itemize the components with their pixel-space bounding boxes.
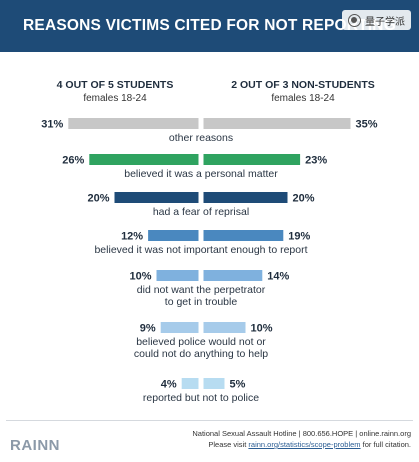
bar-right-0 [203, 118, 351, 129]
category-label-3: believed it was not important enough to … [94, 244, 307, 256]
chart-title: REASONS VICTIMS CITED FOR NOT REPORTING [23, 17, 396, 34]
value-label-left-6: 4% [161, 379, 177, 391]
wechat-icon [348, 13, 361, 27]
category-label-5-line-0: believed police would not or [136, 336, 266, 348]
bar-left-0 [68, 118, 199, 129]
footer-citation: National Sexual Assault Hotline | 800.65… [192, 428, 411, 450]
value-label-right-2: 20% [293, 193, 315, 205]
bar-left-3 [148, 230, 199, 241]
value-label-left-5: 9% [140, 323, 156, 335]
category-label-6: reported but not to police [143, 392, 259, 404]
bar-right-2 [203, 192, 288, 203]
value-label-right-0: 35% [356, 119, 378, 131]
legend-right-subtitle: females 18-24 [271, 93, 335, 104]
bar-right-4 [203, 270, 263, 281]
bar-left-2 [114, 192, 199, 203]
value-label-left-1: 26% [62, 155, 84, 167]
category-label-5-line-1: could not do anything to help [134, 348, 268, 360]
rainn-logo: RAINN [10, 437, 60, 454]
legend-left-group: 4 OUT OF 5 STUDENTS females 18-24 [40, 78, 190, 106]
category-label-2: had a fear of reprisal [153, 206, 249, 218]
bar-right-3 [203, 230, 284, 241]
value-label-left-4: 10% [129, 271, 151, 283]
category-label-1: believed it was a personal matter [124, 168, 278, 180]
bar-left-5 [160, 322, 199, 333]
footer-hotline: National Sexual Assault Hotline | 800.65… [192, 429, 411, 438]
value-label-left-0: 31% [41, 119, 63, 131]
category-label-0: other reasons [169, 132, 233, 144]
bar-right-6 [203, 378, 225, 389]
bar-left-1 [89, 154, 199, 165]
footer-divider [6, 420, 413, 421]
footer-suffix: for full citation. [362, 440, 411, 449]
footer-citation-line: Please visit rainn.org/statistics/scope-… [192, 439, 411, 450]
footer-prefix: Please visit [208, 440, 247, 449]
legend-right-group: 2 OUT OF 3 NON-STUDENTS females 18-24 [218, 78, 388, 106]
legend-left-subtitle: females 18-24 [83, 93, 147, 104]
watermark: 量子学派 [342, 10, 411, 30]
bar-left-6 [181, 378, 199, 389]
bar-right-5 [203, 322, 246, 333]
legend-left-title: 4 OUT OF 5 STUDENTS [56, 79, 174, 91]
value-label-right-4: 14% [267, 271, 289, 283]
category-label-4-line-1: to get in trouble [165, 296, 238, 308]
value-label-left-2: 20% [87, 193, 109, 205]
citation-link[interactable]: rainn.org/statistics/scope-problem [248, 440, 361, 449]
value-label-right-5: 10% [251, 323, 273, 335]
value-label-right-6: 5% [230, 379, 246, 391]
value-label-right-1: 23% [305, 155, 327, 167]
legend-right-title: 2 OUT OF 3 NON-STUDENTS [231, 79, 375, 91]
watermark-text: 量子学派 [365, 16, 405, 28]
bar-left-4 [156, 270, 199, 281]
category-label-4-line-0: did not want the perpetrator [137, 284, 266, 296]
bar-right-1 [203, 154, 301, 165]
value-label-left-3: 12% [121, 231, 143, 243]
value-label-right-3: 19% [288, 231, 310, 243]
header-banner: REASONS VICTIMS CITED FOR NOT REPORTING … [0, 0, 419, 52]
